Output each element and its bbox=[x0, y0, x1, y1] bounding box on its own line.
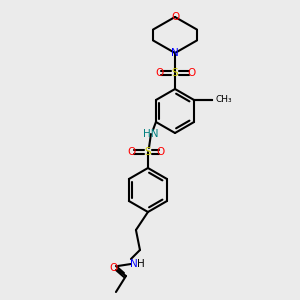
Text: O: O bbox=[157, 147, 165, 157]
Text: O: O bbox=[155, 68, 163, 78]
Text: CH₃: CH₃ bbox=[215, 95, 232, 104]
Text: O: O bbox=[187, 68, 195, 78]
Text: H: H bbox=[137, 259, 145, 269]
Text: N: N bbox=[171, 48, 179, 58]
Text: S: S bbox=[172, 68, 178, 78]
Text: HN: HN bbox=[143, 129, 159, 139]
Text: O: O bbox=[110, 263, 118, 273]
Text: N: N bbox=[130, 259, 138, 269]
Text: O: O bbox=[128, 147, 136, 157]
Text: S: S bbox=[145, 147, 151, 157]
Text: O: O bbox=[171, 12, 179, 22]
